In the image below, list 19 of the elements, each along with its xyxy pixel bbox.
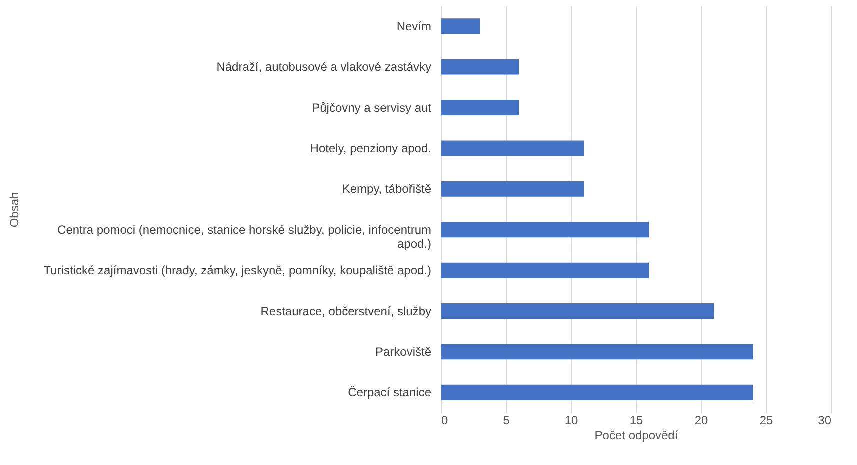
y-tick-label: Hotely, penziony apod.	[310, 141, 432, 156]
x-tick-label: 25	[760, 414, 774, 428]
x-tick-label: 30	[818, 414, 832, 428]
x-tick-label: 15	[630, 414, 644, 428]
y-tick-label: Restaurace, občerstvení, služby	[260, 304, 432, 318]
y-axis-title: Obsah	[8, 192, 22, 228]
x-tick-label: 20	[694, 414, 708, 428]
y-tick-label: Nevím	[396, 19, 432, 34]
y-tick-label: Kempy, tábořiště	[342, 182, 432, 196]
y-tick-label: Centra pomoci (nemocnice, stanice horské služby, policie, infocentrum apod.)	[58, 222, 432, 251]
y-tick-label: Čerpací stanice	[348, 386, 432, 400]
y-tick-label: Parkoviště	[375, 344, 432, 359]
x-tick-label: 10	[564, 414, 578, 428]
x-tick-label: 5	[503, 414, 510, 428]
x-axis-title: Počet odpovědí	[594, 428, 679, 442]
x-tick-label: 0	[442, 414, 448, 428]
y-tick-label: Půjčovny a servisy aut	[312, 100, 432, 115]
y-tick-label: Nádraží, autobusové a vlakové zastávky	[216, 60, 432, 74]
y-tick-label: Turistické zajímavosti (hrady, zámky, jeskyně, pomníky, koupaliště apod.)	[44, 264, 432, 278]
